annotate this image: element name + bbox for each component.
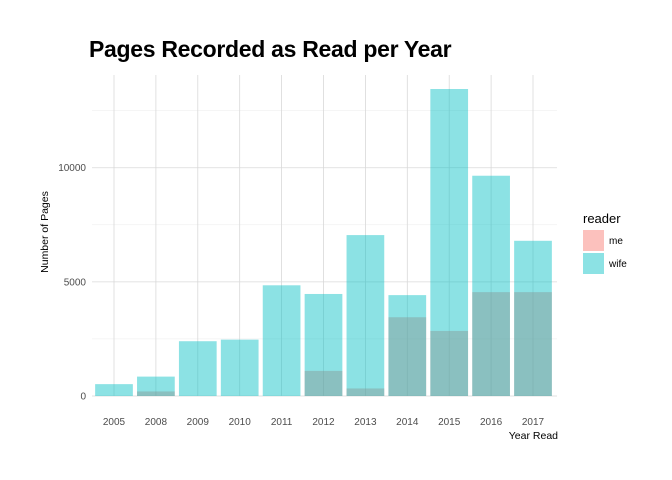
bar-wife-2010 <box>220 339 259 396</box>
bar-wife-2005 <box>95 384 133 396</box>
x-tick-label: 2010 <box>229 417 252 428</box>
bar-wife-2015 <box>430 89 469 396</box>
x-tick-label: 2014 <box>396 417 419 428</box>
legend-key-wife <box>583 253 604 274</box>
bar-me-2017 <box>514 292 552 396</box>
legend-title: reader <box>583 211 621 226</box>
bar-me-2012 <box>304 370 343 396</box>
x-tick-label: 2012 <box>312 417 335 428</box>
bar-wife-2014 <box>388 295 427 396</box>
x-tick-label: 2013 <box>354 417 377 428</box>
x-tick-label: 2009 <box>187 417 210 428</box>
chart-title: Pages Recorded as Read per Year <box>89 36 452 62</box>
x-tick-label: 2005 <box>103 417 126 428</box>
y-axis-title: Number of Pages <box>39 191 51 273</box>
bar-wife-2009 <box>178 341 217 396</box>
x-tick-label: 2017 <box>522 417 545 428</box>
bar-wife-2011 <box>262 285 301 396</box>
y-tick-label: 0 <box>80 392 86 403</box>
x-tick-label: 2008 <box>145 417 168 428</box>
bar-me-2013 <box>346 388 385 396</box>
legend-key-me <box>583 230 604 251</box>
bar-me-2014 <box>388 317 427 396</box>
bar-me-2008 <box>137 391 175 396</box>
y-axis-ticks: 0 5000 10000 <box>58 163 86 402</box>
bars <box>95 89 552 396</box>
bar-me-2015 <box>430 330 469 396</box>
legend-label-me: me <box>609 236 623 247</box>
bar-wife-2017 <box>514 240 552 396</box>
bar-wife-2008 <box>137 376 175 396</box>
legend: reader me wife <box>583 211 627 274</box>
bar-wife-2016 <box>472 175 510 396</box>
bar-me-2016 <box>472 292 510 396</box>
y-tick-label: 5000 <box>64 277 87 288</box>
y-tick-label: 10000 <box>58 163 86 174</box>
x-tick-label: 2015 <box>438 417 461 428</box>
bar-wife-2012 <box>304 293 343 396</box>
x-tick-label: 2016 <box>480 417 503 428</box>
bar-wife-2013 <box>346 235 385 396</box>
x-axis-ticks: 2005 2008 2009 2010 2011 2012 2013 2014 2015 2016… <box>103 417 545 428</box>
legend-label-wife: wife <box>608 259 627 270</box>
grid-lines <box>92 75 557 397</box>
x-axis-title: Year Read <box>509 430 558 442</box>
x-tick-label: 2011 <box>271 417 293 428</box>
